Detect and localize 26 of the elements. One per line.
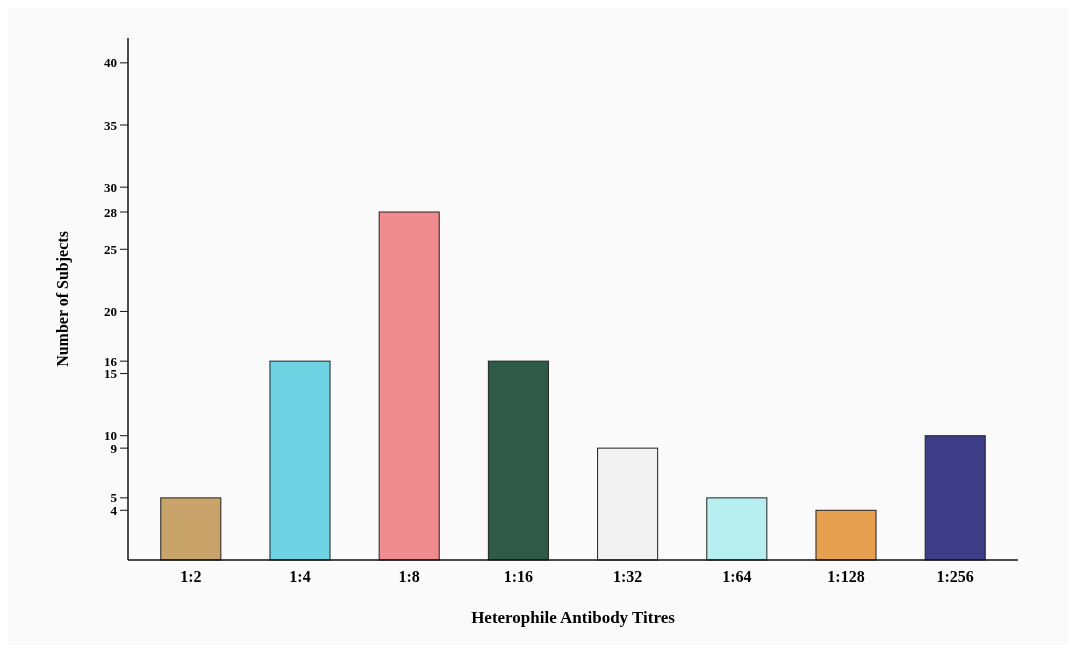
y-tick-label: 40: [104, 55, 117, 71]
x-axis-title: Heterophile Antibody Titres: [471, 608, 676, 627]
bar: [815, 509, 877, 561]
y-tick-label: 15: [104, 366, 118, 382]
y-tick-label: 28: [104, 204, 118, 220]
y-tick-label: 30: [104, 179, 117, 195]
x-tick-label: 1:128: [827, 568, 865, 585]
x-tick-label: 1:16: [503, 568, 534, 585]
bar: [597, 447, 659, 561]
bar: [160, 497, 222, 561]
y-tick-label: 35: [104, 117, 118, 133]
x-tick-label: 1:32: [612, 568, 643, 585]
x-tick-label: 1:256: [936, 568, 974, 585]
y-tick-label: 20: [104, 303, 117, 319]
bar: [378, 211, 440, 561]
x-tick-label: 1:64: [722, 568, 752, 585]
bar: [924, 435, 986, 561]
x-tick-label: 1:4: [289, 568, 311, 585]
y-tick-label: 25: [104, 241, 118, 257]
y-axis-title: Number of Subjects: [54, 231, 72, 367]
bar: [706, 497, 768, 561]
x-tick-label: 1:8: [398, 568, 420, 585]
y-tick-label: 16: [104, 353, 118, 369]
bar: [269, 360, 331, 561]
bar: [487, 360, 549, 561]
x-tick-label: 1:2: [180, 568, 202, 585]
